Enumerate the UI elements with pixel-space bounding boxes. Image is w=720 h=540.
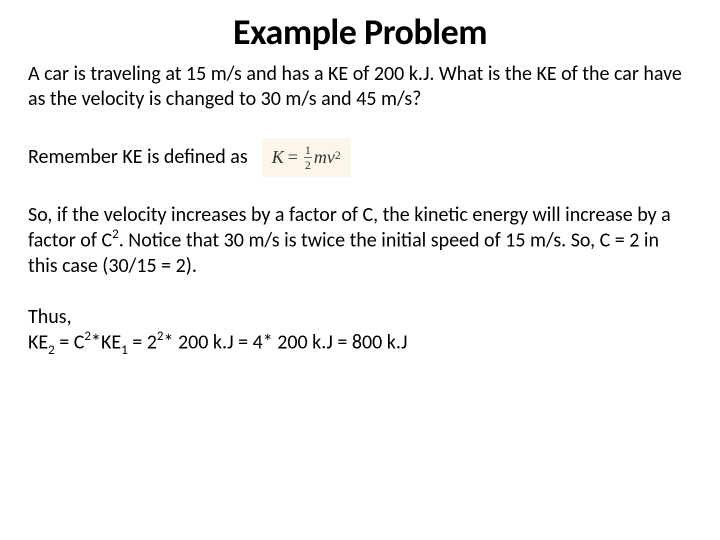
- explanation-paragraph: So, if the velocity increases by a facto…: [28, 203, 692, 279]
- eq-mid1: = C: [55, 330, 85, 354]
- eq-exp2a: 2: [84, 329, 91, 344]
- explanation-exp1: 2: [112, 227, 119, 242]
- formula-exp: 2: [335, 149, 341, 164]
- eq-tail: * 200 k.J = 4* 200 k.J = 800 k.J: [163, 330, 407, 354]
- formula-lhs: K: [272, 146, 284, 169]
- slide-title: Example Problem: [28, 10, 692, 54]
- remember-text: Remember KE is defined as: [28, 145, 248, 170]
- explanation-suffix: . Notice that 30 m/s is twice the initia…: [28, 229, 659, 278]
- solution-paragraph: Thus, KE2 = C2*KE1 = 22* 200 k.J = 4* 20…: [28, 305, 692, 359]
- formula-m: m: [314, 146, 327, 169]
- eq-exp2b: 2: [157, 329, 164, 344]
- formula-v: v: [327, 146, 335, 169]
- eq-sub1: 1: [121, 343, 128, 358]
- frac-numerator: 1: [304, 144, 312, 158]
- remember-row: Remember KE is defined as K = 1 2 m v 2: [28, 138, 692, 177]
- eq-sub2: 2: [48, 343, 55, 358]
- problem-statement: A car is traveling at 15 m/s and has a K…: [28, 62, 692, 112]
- eq-ke-a: KE: [28, 330, 48, 354]
- ke-formula: K = 1 2 m v 2: [262, 138, 351, 177]
- formula-fraction: 1 2: [304, 144, 312, 171]
- frac-denominator: 2: [305, 158, 311, 171]
- thus-label: Thus,: [28, 305, 72, 329]
- eq-mid2: = 2: [128, 330, 157, 354]
- eq-star-ke: *KE: [91, 330, 121, 354]
- formula-equals: =: [288, 146, 298, 169]
